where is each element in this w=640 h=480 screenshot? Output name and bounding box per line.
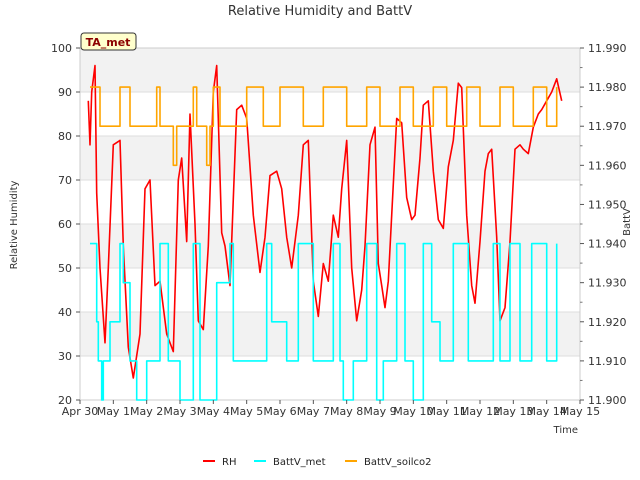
y-left-tick-label: 40 — [58, 306, 72, 319]
y-axis-right-title: BattV — [622, 208, 633, 236]
y-axis-left-ticks: 20 30 40 50 60 70 80 90 100 — [51, 42, 80, 407]
y-axis-left-title: Relative Humidity — [9, 181, 20, 270]
plot-band — [80, 312, 580, 356]
y-left-tick-label: 100 — [51, 42, 72, 55]
y-left-tick-label: 90 — [58, 86, 72, 99]
y-left-tick-label: 60 — [58, 218, 72, 231]
x-tick-label: May 14 — [527, 405, 567, 418]
x-tick-label: May 4 — [197, 405, 230, 418]
plot-band — [80, 356, 580, 400]
chart-title: Relative Humidity and BattV — [228, 4, 412, 19]
y-left-tick-label: 50 — [58, 262, 72, 275]
x-tick-label: May 2 — [130, 405, 163, 418]
series-line-battv_soilco2 — [90, 86, 558, 167]
plot-band — [80, 180, 580, 224]
legend: RH BattV_met BattV_soilco2 — [203, 457, 432, 468]
plot-band — [80, 48, 580, 92]
plot-band — [80, 136, 580, 180]
legend-label: RH — [222, 457, 236, 468]
x-tick-label: May 1 — [97, 405, 130, 418]
y-right-tick-label: 11.920 — [588, 316, 627, 329]
plot-band — [80, 92, 580, 136]
y-left-tick-label: 30 — [58, 350, 72, 363]
legend-label: BattV_soilco2 — [364, 457, 432, 468]
x-tick-label: May 7 — [297, 405, 330, 418]
y-right-tick-label: 11.980 — [588, 81, 627, 94]
y-right-tick-label: 11.960 — [588, 159, 627, 172]
x-tick-label: May 3 — [163, 405, 196, 418]
x-tick-label: May 8 — [330, 405, 363, 418]
x-tick-label: May 6 — [263, 405, 296, 418]
y-axis-right-ticks: 11.900 11.910 11.920 11.930 11.940 11.950 11.9… — [580, 42, 627, 407]
x-tick-label: May 9 — [363, 405, 396, 418]
y-right-tick-label: 11.990 — [588, 42, 627, 55]
x-tick-label: May 10 — [393, 405, 433, 418]
x-axis-title: Time — [553, 425, 578, 436]
legend-label: BattV_met — [273, 457, 326, 468]
series-lines — [87, 64, 563, 401]
series-line-battv_met — [90, 242, 558, 401]
y-right-tick-label: 11.970 — [588, 120, 627, 133]
x-tick-label: May 11 — [427, 405, 467, 418]
ta-met-badge: TA_met — [80, 32, 137, 51]
y-left-tick-label: 80 — [58, 130, 72, 143]
badge-label: TA_met — [86, 36, 131, 49]
y-right-tick-label: 11.940 — [588, 238, 627, 251]
y-right-tick-label: 11.950 — [588, 198, 627, 211]
y-right-tick-label: 11.930 — [588, 277, 627, 290]
x-tick-label: May 12 — [460, 405, 500, 418]
y-right-tick-label: 11.910 — [588, 355, 627, 368]
y-left-tick-label: 70 — [58, 174, 72, 187]
x-tick-label: May 5 — [230, 405, 263, 418]
x-tick-label: May 13 — [493, 405, 533, 418]
y-left-tick-label: 20 — [58, 394, 72, 407]
x-tick-label: Apr 30 — [62, 405, 99, 418]
y-right-tick-label: 11.900 — [588, 394, 627, 407]
x-tick-label: May 15 — [560, 405, 600, 418]
